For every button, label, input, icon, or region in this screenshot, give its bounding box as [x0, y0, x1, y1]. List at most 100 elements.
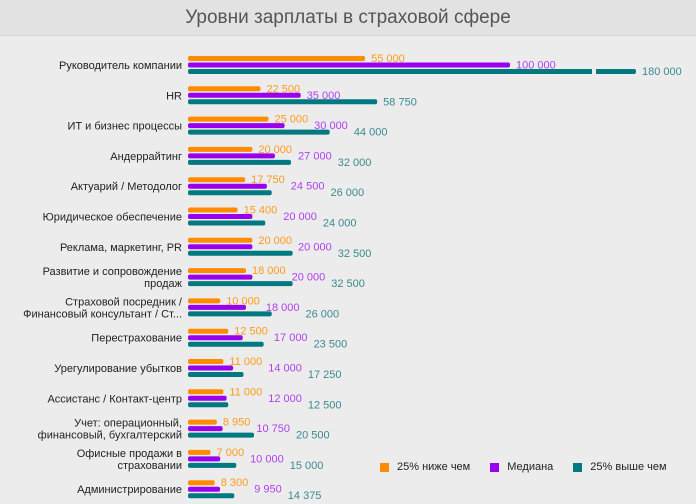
bar-median	[188, 304, 246, 310]
data-label: 17 750	[251, 174, 285, 186]
data-label: 20 000	[258, 144, 292, 156]
bar-median	[188, 153, 275, 159]
data-label: 23 500	[314, 339, 348, 351]
bar-low	[188, 449, 211, 455]
legend: 25% ниже чем Медиана 25% выше чем	[380, 461, 667, 473]
bar-high	[188, 311, 272, 317]
bar-high	[188, 281, 293, 287]
data-label: 32 500	[331, 278, 365, 290]
bar-low	[188, 389, 224, 395]
data-label: 27 000	[298, 150, 332, 162]
bar-median	[188, 456, 221, 462]
bar-low	[188, 86, 261, 92]
bar-median	[188, 92, 301, 98]
category-label: страховании	[118, 460, 182, 472]
category-label: Финансовый консультант / Ст...	[23, 308, 182, 320]
data-label: 12 500	[234, 326, 268, 338]
category-label: продаж	[144, 278, 182, 290]
data-label: 14 375	[288, 490, 322, 502]
bar-low	[188, 268, 246, 274]
data-label: 24 500	[291, 181, 325, 193]
category-label: Офисные продажи в	[77, 448, 182, 460]
data-label: 30 000	[314, 120, 348, 132]
data-label: 22 500	[266, 83, 300, 95]
bar-median	[188, 244, 253, 250]
bar-median	[188, 365, 234, 371]
data-label: 20 000	[292, 272, 326, 284]
legend-item: 25% ниже чем	[380, 461, 470, 473]
bar-low	[188, 207, 238, 213]
data-label: 10 000	[226, 295, 260, 307]
data-label: 32 500	[338, 248, 372, 260]
data-label: 35 000	[307, 90, 341, 102]
bar-low	[188, 419, 217, 425]
bar-high	[188, 341, 264, 347]
category-label: Ассистанс / Контакт-центр	[47, 393, 182, 405]
data-label: 8 950	[223, 417, 251, 429]
data-label: 7 000	[217, 447, 245, 459]
data-label: 58 750	[383, 96, 417, 108]
legend-swatch	[490, 462, 500, 472]
data-label: 20 000	[283, 211, 317, 223]
data-label: 20 000	[258, 235, 292, 247]
data-label: 10 000	[250, 453, 284, 465]
category-label: финансовый, бухгалтерский	[38, 430, 182, 442]
category-label: Юридическое обеспечение	[43, 212, 182, 224]
legend-label: 25% выше чем	[590, 461, 667, 473]
bar-low	[188, 116, 269, 122]
category-label: Учет: операционный,	[74, 418, 182, 430]
data-label: 17 250	[308, 369, 342, 381]
bar-low	[188, 359, 224, 364]
bar-high	[188, 220, 266, 226]
data-label: 8 300	[221, 477, 249, 489]
category-label: ИТ и бизнес процессы	[67, 121, 182, 133]
bar-low	[188, 177, 246, 183]
category-label: HR	[166, 90, 182, 102]
data-label: 15 400	[244, 205, 278, 217]
data-label: 44 000	[354, 127, 388, 139]
bar-high	[188, 190, 272, 196]
data-label: 18 000	[252, 265, 286, 277]
bar-median	[188, 486, 221, 492]
data-label: 18 000	[266, 302, 300, 314]
bar-high	[188, 432, 255, 438]
category-label: Актуарий / Методолог	[71, 181, 182, 193]
category-label: Реклама, маркетинг, PR	[60, 242, 182, 254]
category-label: Перестрахование	[91, 333, 182, 345]
data-label: 100 000	[516, 60, 556, 72]
bar-median	[188, 395, 227, 401]
bar-low	[188, 298, 221, 304]
bar-median	[188, 426, 223, 432]
bar-median	[188, 214, 253, 219]
data-label: 11 000	[229, 386, 262, 398]
data-label: 15 000	[290, 460, 324, 472]
data-label: 17 000	[274, 332, 308, 344]
category-label: Урегулирование убытков	[54, 363, 182, 375]
data-label: 26 000	[330, 187, 364, 199]
bar-low	[188, 328, 229, 334]
chart-title: Уровни зарплаты в страховой сфере	[0, 0, 696, 36]
data-label: 14 000	[268, 363, 302, 375]
legend-label: Медиана	[507, 461, 554, 473]
data-label: 32 000	[338, 157, 372, 169]
legend-swatch	[380, 462, 389, 472]
data-label: 12 500	[308, 399, 342, 411]
category-label: Андеррайтинг	[110, 151, 182, 163]
category-label: Страховой посредник /	[65, 296, 183, 308]
bar-median	[188, 183, 267, 189]
data-label: 180 000	[642, 66, 682, 78]
bar-low	[188, 56, 366, 61]
category-label: Руководитель компании	[59, 60, 182, 72]
bar-low	[188, 146, 253, 152]
bar-high	[188, 493, 235, 499]
bar-median	[188, 123, 285, 129]
data-label: 12 000	[268, 393, 302, 405]
bar-chart: Руководитель компании 55 000 100 000 180 00…	[23, 53, 682, 502]
bar-high	[188, 159, 292, 165]
bar-high	[188, 69, 636, 74]
data-label: 55 000	[371, 53, 405, 65]
bar-median	[188, 274, 253, 280]
bar-low	[188, 480, 215, 486]
legend-item: Медиана	[490, 461, 553, 473]
data-label: 11 000	[229, 356, 262, 368]
